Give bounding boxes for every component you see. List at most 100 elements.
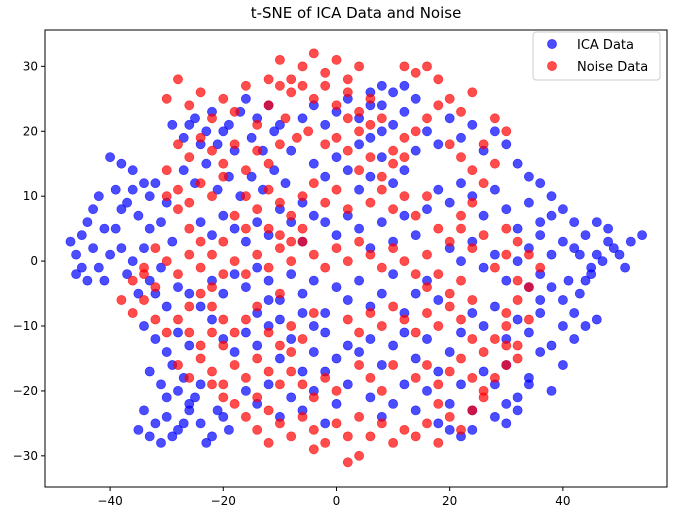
data-point (184, 249, 195, 260)
data-point (240, 80, 251, 91)
data-point (184, 119, 195, 130)
legend-label: ICA Data (577, 38, 634, 53)
data-point (161, 165, 172, 176)
data-point (218, 314, 229, 325)
data-point (489, 301, 500, 312)
data-point (558, 295, 568, 305)
data-point (637, 230, 647, 240)
data-point (291, 132, 302, 143)
data-point (274, 243, 285, 253)
data-point (433, 74, 444, 85)
data-point (444, 411, 455, 422)
data-point (608, 243, 619, 253)
data-point (252, 249, 263, 260)
data-point (201, 158, 212, 169)
data-point (456, 275, 466, 286)
data-point (263, 158, 274, 169)
data-point (229, 347, 240, 357)
data-point (422, 308, 432, 318)
data-point (116, 243, 127, 253)
data-point (139, 243, 149, 253)
data-point (308, 392, 319, 403)
data-point (88, 204, 98, 215)
data-point (376, 288, 387, 299)
data-point (501, 249, 512, 260)
data-point (365, 132, 376, 143)
y-axis: −30 −20 −10 0 10 20 30 (13, 59, 45, 463)
series-1 (116, 48, 546, 468)
data-point (263, 74, 274, 85)
data-point (201, 437, 212, 448)
data-point (342, 314, 353, 325)
data-point (274, 55, 285, 65)
data-point (150, 243, 161, 253)
data-point (433, 321, 444, 331)
data-point (478, 230, 489, 240)
data-point (195, 236, 206, 247)
legend-items: ICA Data Noise Data (547, 38, 648, 75)
data-point (274, 379, 285, 390)
data-point (127, 165, 138, 176)
data-point (365, 392, 376, 403)
data-point (524, 379, 534, 390)
data-point (342, 113, 353, 124)
data-point (218, 171, 229, 182)
data-point (178, 165, 189, 176)
data-point (240, 314, 251, 325)
data-point (320, 327, 331, 338)
legend-box (532, 31, 661, 81)
legend-label: Noise Data (577, 60, 648, 75)
data-point (354, 360, 364, 370)
data-point (388, 269, 398, 279)
data-point (156, 217, 166, 227)
data-point (252, 204, 263, 215)
data-point (195, 340, 206, 351)
data-point (512, 353, 523, 364)
data-point (286, 74, 297, 85)
data-point (422, 334, 432, 344)
data-point (195, 379, 206, 390)
data-point (161, 191, 172, 202)
data-point (133, 288, 144, 299)
data-point (580, 230, 591, 240)
data-point (422, 113, 432, 124)
data-point (512, 256, 523, 266)
data-point (263, 379, 274, 390)
data-point (263, 327, 274, 338)
data-point (263, 262, 274, 273)
data-point (410, 372, 421, 383)
data-point (388, 87, 398, 98)
data-point (365, 93, 376, 104)
data-point (433, 398, 444, 409)
data-point (456, 178, 466, 189)
data-point (501, 308, 512, 318)
data-point (133, 210, 144, 221)
data-point (161, 301, 172, 312)
data-point (240, 411, 251, 422)
data-point (342, 165, 353, 176)
data-point (173, 282, 183, 292)
data-point (365, 431, 376, 442)
data-point (274, 314, 285, 325)
data-point (308, 444, 319, 455)
data-point (320, 437, 331, 448)
data-point (376, 113, 387, 124)
data-point (173, 360, 183, 370)
data-point (376, 152, 387, 163)
data-point (252, 119, 263, 130)
data-point (116, 295, 127, 305)
data-point (558, 236, 568, 247)
data-point (139, 178, 149, 189)
data-point (195, 178, 206, 189)
data-point (456, 379, 466, 390)
data-point (569, 334, 580, 344)
data-point (399, 152, 410, 163)
data-point (478, 366, 489, 377)
data-point (433, 184, 444, 195)
data-point (331, 132, 342, 143)
data-point (410, 405, 421, 416)
data-point (173, 424, 183, 435)
data-point (535, 262, 546, 273)
data-point (195, 288, 206, 299)
data-point (195, 262, 206, 273)
